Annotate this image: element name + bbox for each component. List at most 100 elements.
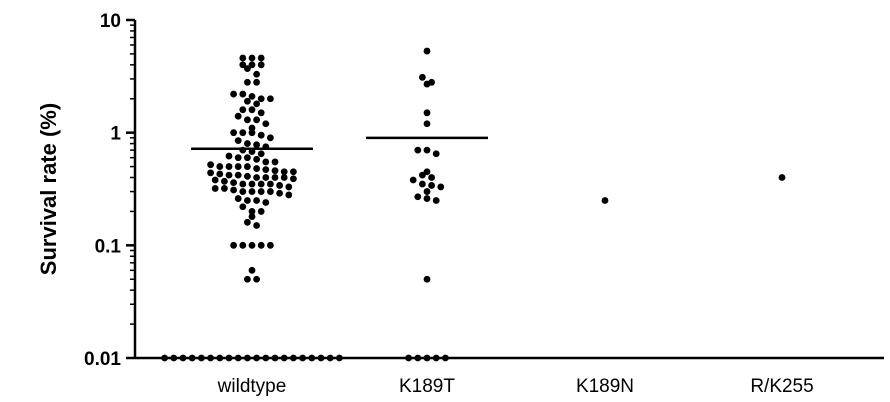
data-point: [221, 185, 228, 192]
data-point: [244, 65, 251, 73]
data-point: [419, 171, 426, 179]
data-point: [253, 222, 260, 229]
data-point: [262, 166, 270, 174]
data-point: [244, 140, 251, 147]
data-point: [267, 188, 274, 195]
data-point: [207, 169, 215, 177]
data-point: [253, 165, 260, 172]
data-point: [239, 106, 247, 114]
data-point: [244, 172, 251, 180]
data-point: [253, 70, 260, 78]
y-tick-label: 10: [100, 11, 121, 32]
data-point: [423, 120, 431, 128]
data-point: [248, 106, 256, 114]
data-point: [423, 80, 431, 88]
data-point: [239, 188, 247, 195]
data-point: [234, 112, 242, 120]
data-point: [414, 354, 422, 362]
data-point: [244, 163, 251, 170]
data-point: [244, 218, 251, 226]
data-point: [280, 354, 288, 362]
data-point: [211, 176, 219, 184]
data-point: [285, 183, 293, 191]
data-point: [257, 131, 265, 139]
data-point: [253, 197, 260, 204]
data-point: [253, 78, 260, 86]
data-point: [234, 154, 242, 162]
data-point: [257, 180, 265, 188]
data-point: [257, 188, 265, 195]
data-point: [271, 174, 279, 181]
data-point: [276, 189, 283, 197]
data-point: [257, 150, 265, 158]
data-point: [601, 197, 609, 204]
data-point: [248, 92, 256, 100]
data-point: [234, 354, 242, 362]
data-point: [207, 161, 215, 169]
data-point: [234, 195, 242, 202]
data-point: [262, 158, 270, 166]
data-point: [257, 109, 265, 117]
data-point: [299, 354, 306, 362]
data-point: [419, 180, 426, 188]
data-point: [253, 141, 260, 149]
data-point: [432, 150, 440, 158]
data-point: [248, 124, 256, 132]
y-axis-title: Survival rate (%): [36, 103, 61, 275]
y-tick-label: 0.1: [95, 236, 122, 257]
data-point: [267, 134, 274, 142]
data-point: [267, 241, 274, 249]
data-point: [239, 241, 247, 249]
data-point: [326, 354, 334, 362]
data-point: [271, 354, 279, 362]
data-point: [244, 154, 251, 162]
data-point: [248, 266, 256, 274]
data-point: [244, 197, 251, 204]
data-point: [244, 97, 251, 105]
data-point: [225, 171, 233, 179]
x-category-label: K189T: [399, 376, 455, 397]
data-point: [423, 188, 431, 195]
data-point: [244, 78, 251, 86]
data-point: [262, 174, 270, 181]
data-point: [216, 354, 224, 362]
data-point: [170, 354, 178, 362]
data-point: [248, 188, 256, 195]
data-point: [239, 61, 247, 69]
data-point: [244, 275, 251, 283]
x-category-label: wildtype: [217, 376, 287, 397]
data-point: [262, 120, 270, 128]
data-point: [280, 174, 288, 181]
data-point: [234, 163, 242, 170]
y-tick-label: 0.01: [84, 349, 121, 370]
data-point: [253, 275, 260, 283]
data-point: [262, 199, 270, 206]
data-point: [244, 116, 251, 124]
data-point: [198, 354, 205, 362]
data-point: [248, 61, 256, 69]
data-point: [253, 155, 260, 163]
data-point: [257, 61, 265, 69]
data-point: [216, 170, 224, 178]
data-point: [432, 354, 440, 362]
data-point: [414, 146, 422, 154]
data-point: [161, 354, 169, 362]
y-tick-label: 1: [110, 124, 121, 145]
data-point: [248, 213, 256, 220]
data-points: [161, 47, 786, 362]
data-point: [276, 182, 283, 189]
data-point: [308, 354, 316, 362]
data-point: [423, 275, 431, 283]
data-point: [230, 179, 238, 187]
data-point: [409, 176, 417, 184]
data-point: [188, 354, 196, 362]
data-point: [248, 180, 256, 188]
data-point: [234, 137, 242, 145]
data-point: [428, 174, 435, 181]
data-point: [290, 175, 297, 183]
data-point: [423, 47, 431, 55]
data-point: [280, 168, 288, 176]
data-point: [225, 354, 233, 362]
data-point: [239, 203, 247, 211]
